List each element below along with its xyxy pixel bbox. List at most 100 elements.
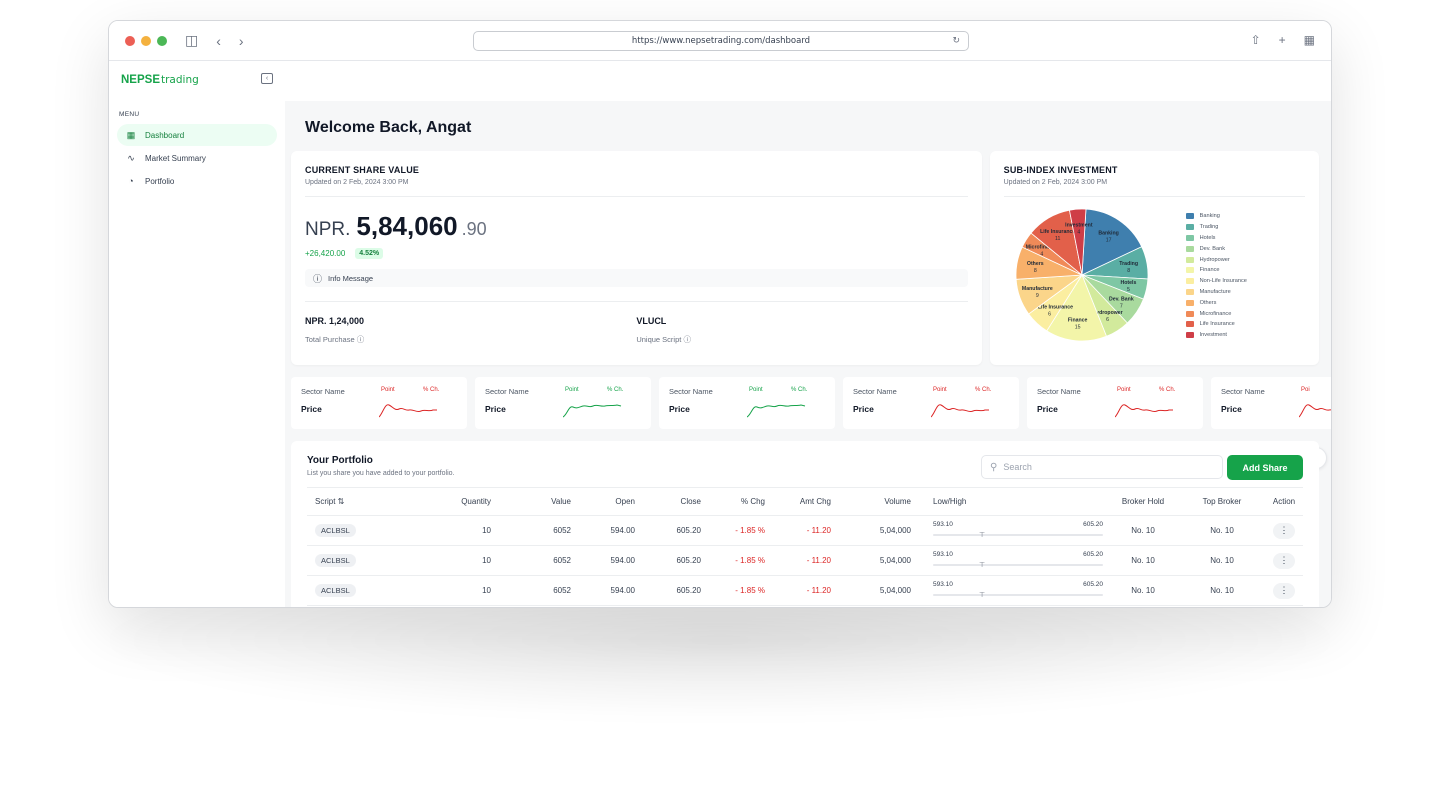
pie-slice[interactable]: [1068, 208, 1087, 276]
pie-slice-label: Manufacture: [1022, 286, 1053, 292]
more-options-icon[interactable]: ⋮: [1273, 522, 1295, 539]
forward-icon[interactable]: ›: [238, 32, 244, 49]
logo-light: trading: [161, 74, 199, 86]
search-input[interactable]: ⚲ Search: [981, 455, 1223, 479]
script-pill[interactable]: ACLBSL: [315, 524, 356, 537]
pie-legend: Banking Trading Hotels Dev. Bank Hydropower F…: [1185, 211, 1247, 347]
tab-overview-icon[interactable]: ▦: [1303, 33, 1315, 47]
script-pill[interactable]: ACLBSL: [315, 554, 356, 567]
sector-name: Sector Name: [301, 387, 345, 396]
table-row[interactable]: ACLBSL 10 6052 594.00 605.20 - 1.85 % - …: [307, 575, 1303, 606]
updated-text: Updated on 2 Feb, 2024 3:00 PM: [305, 179, 409, 186]
sector-card[interactable]: Sector Name Price Point % Ch.: [1027, 377, 1203, 429]
sector-name: Sector Name: [1037, 387, 1081, 396]
pie-slice-label: Trading: [1119, 261, 1138, 267]
share-icon[interactable]: ⇧: [1250, 33, 1261, 47]
total-purchase: NPR. 1,24,000 Total Purchase ⓘ: [305, 316, 636, 345]
cell-close: 605.20: [635, 545, 701, 576]
pie-slice-value: 4: [1077, 230, 1080, 236]
close-dot[interactable]: [125, 35, 135, 46]
chart-line-icon: ∿: [127, 152, 135, 163]
pie-slice[interactable]: [1081, 208, 1142, 276]
low-high-range: 593.10 605.20 ⊤: [933, 551, 1103, 571]
info-text: Info Message: [328, 273, 374, 283]
sidebar-item-portfolio[interactable]: ◔ Portfolio: [117, 170, 277, 192]
table-row[interactable]: ACLBSL 10 6052 594.00 605.20 - 1.85 % - …: [307, 545, 1303, 576]
page-title: Welcome Back, Angat: [305, 119, 472, 136]
sector-card[interactable]: Sector Name Price Point % Ch.: [475, 377, 651, 429]
legend-swatch: [1185, 267, 1194, 274]
column-header-quantity: Quantity: [407, 487, 491, 516]
sector-strip: Sector Name Price Point % Ch. Sector Nam…: [291, 377, 1331, 429]
pie-slice-label: Banking: [1098, 231, 1118, 237]
collapse-sidebar-icon[interactable]: ‹: [261, 73, 273, 84]
range-bar: [933, 533, 1103, 536]
column-header-pct-chg: % Chg: [701, 487, 765, 516]
sector-sparkline: [931, 404, 989, 418]
legend-label: Microfinance: [1199, 310, 1232, 317]
legend-label: Hydropower: [1199, 256, 1230, 263]
search-placeholder: Search: [1003, 462, 1032, 472]
column-header-value: Value: [491, 487, 571, 516]
sector-card[interactable]: Sector Name Price Poi: [1211, 377, 1331, 429]
portfolio-subtitle: List you share you have added to your po…: [307, 470, 455, 477]
browser-window: ◫ ‹ › https://www.nepsetrading.com/dashb…: [108, 20, 1332, 608]
cell-broker-hold: No. 10: [1107, 515, 1179, 546]
cell-amt-chg: - 11.20: [765, 515, 831, 546]
new-tab-icon[interactable]: +: [1278, 33, 1286, 47]
sector-card[interactable]: Sector Name Price Point % Ch.: [659, 377, 835, 429]
add-share-button[interactable]: Add Share: [1227, 455, 1303, 480]
sector-price: Price: [1037, 404, 1058, 414]
cell-open: 594.00: [571, 545, 635, 576]
legend-item: Hotels: [1185, 233, 1247, 244]
current-share-value-card: CURRENT SHARE VALUE Updated on 2 Feb, 20…: [291, 151, 982, 365]
high-value: 605.20: [1083, 550, 1103, 558]
more-options-icon[interactable]: ⋮: [1273, 582, 1295, 599]
total-purchase-value: NPR. 1,24,000: [305, 316, 365, 326]
legend-item: Banking: [1185, 211, 1247, 222]
low-value: 593.10: [933, 580, 953, 588]
cell-quantity: 10: [407, 545, 491, 576]
legend-item: Non-Life Insurance: [1185, 276, 1247, 287]
logo[interactable]: NEPSE trading: [117, 71, 277, 89]
sub-index-card: SUB-INDEX INVESTMENT Updated on 2 Feb, 2…: [989, 151, 1319, 365]
card-title: SUB-INDEX INVESTMENT: [1003, 165, 1118, 175]
sidebar-toggle-icon[interactable]: ◫: [185, 32, 199, 48]
pie-slice-label: Finance: [1067, 317, 1087, 323]
table-header: Script ⇅ Quantity Value Open Close % Chg…: [307, 487, 1303, 516]
url-text: https://www.nepsetrading.com/dashboard: [631, 36, 811, 46]
cell-pct-chg: - 1.85 %: [701, 575, 765, 606]
script-pill[interactable]: ACLBSL: [315, 584, 356, 597]
address-bar[interactable]: https://www.nepsetrading.com/dashboard ↻: [473, 31, 969, 51]
cell-quantity: 10: [407, 515, 491, 546]
column-header-script[interactable]: Script ⇅: [307, 487, 407, 516]
low-high-range: 593.10 605.20 ⊤: [933, 521, 1103, 541]
legend-swatch: [1185, 234, 1194, 241]
sidebar-item-market-summary[interactable]: ∿ Market Summary: [117, 147, 277, 169]
back-icon[interactable]: ‹: [216, 32, 221, 49]
maximize-dot[interactable]: [157, 35, 167, 46]
legend-item: Others: [1185, 297, 1247, 308]
sector-card[interactable]: Sector Name Price Point % Ch.: [291, 377, 467, 429]
pie-slice[interactable]: [1045, 274, 1107, 342]
cell-pct-chg: - 1.85 %: [701, 545, 765, 576]
sidebar-item-dashboard[interactable]: ▦ Dashboard: [117, 124, 277, 146]
table-row[interactable]: ACLBSL 10 6052 594.00 605.20 - 1.85 % - …: [307, 515, 1303, 546]
minimize-dot[interactable]: [141, 35, 151, 46]
legend-swatch: [1185, 321, 1194, 328]
reload-icon[interactable]: ↻: [952, 36, 960, 46]
info-icon[interactable]: ⓘ: [683, 335, 691, 344]
legend-item: Manufacture: [1185, 287, 1247, 298]
sector-card[interactable]: Sector Name Price Point % Ch.: [843, 377, 1019, 429]
cell-top-broker: No. 10: [1179, 515, 1265, 546]
more-options-icon[interactable]: ⋮: [1273, 552, 1295, 569]
high-value: 605.20: [1083, 580, 1103, 588]
sector-pct: % Ch.: [975, 387, 992, 393]
column-header-top-broker: Top Broker: [1179, 487, 1265, 516]
sector-name: Sector Name: [669, 387, 713, 396]
cell-close: 605.20: [635, 575, 701, 606]
info-icon[interactable]: ⓘ: [356, 335, 365, 344]
cell-broker-hold: No. 10: [1107, 545, 1179, 576]
legend-swatch: [1185, 288, 1194, 295]
sector-point: Point: [565, 387, 579, 393]
